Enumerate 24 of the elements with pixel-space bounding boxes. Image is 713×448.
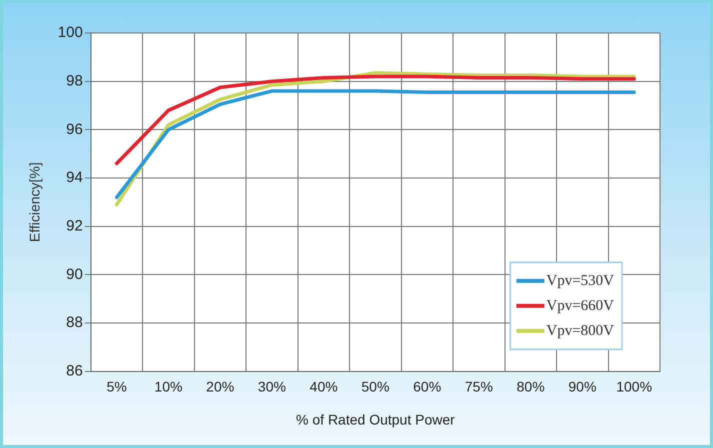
x-tick-label: 75%: [464, 378, 493, 395]
x-tick-label: 10%: [154, 378, 182, 395]
x-tick-label: 80%: [516, 378, 545, 395]
x-tick-label: 50%: [361, 378, 390, 395]
y-tick-label: 94: [66, 169, 83, 186]
x-axis-title: % of Rated Output Power: [296, 411, 456, 428]
y-tick-label: 100: [58, 24, 83, 42]
legend-label: Vpv=530V: [546, 272, 614, 289]
y-tick-label: 86: [66, 362, 83, 380]
x-tick-label: 90%: [568, 378, 596, 395]
legend-label: Vpv=800V: [546, 322, 614, 339]
legend-label: Vpv=660V: [546, 298, 614, 314]
y-tick-label: 96: [66, 120, 83, 138]
x-tick-label: 30%: [258, 378, 286, 395]
y-axis-title: Efficiency[%]: [26, 162, 42, 242]
x-tick-label: 100%: [616, 378, 652, 395]
x-tick-label: 20%: [206, 378, 234, 395]
x-tick-label: 60%: [413, 378, 442, 395]
y-tick-label: 88: [66, 314, 83, 332]
y-tick-label: 90: [66, 266, 83, 283]
x-tick-label: 5%: [106, 378, 127, 395]
y-tick-label: 98: [66, 72, 83, 90]
x-tick-label: 40%: [310, 378, 338, 395]
y-tick-label: 92: [66, 218, 83, 235]
